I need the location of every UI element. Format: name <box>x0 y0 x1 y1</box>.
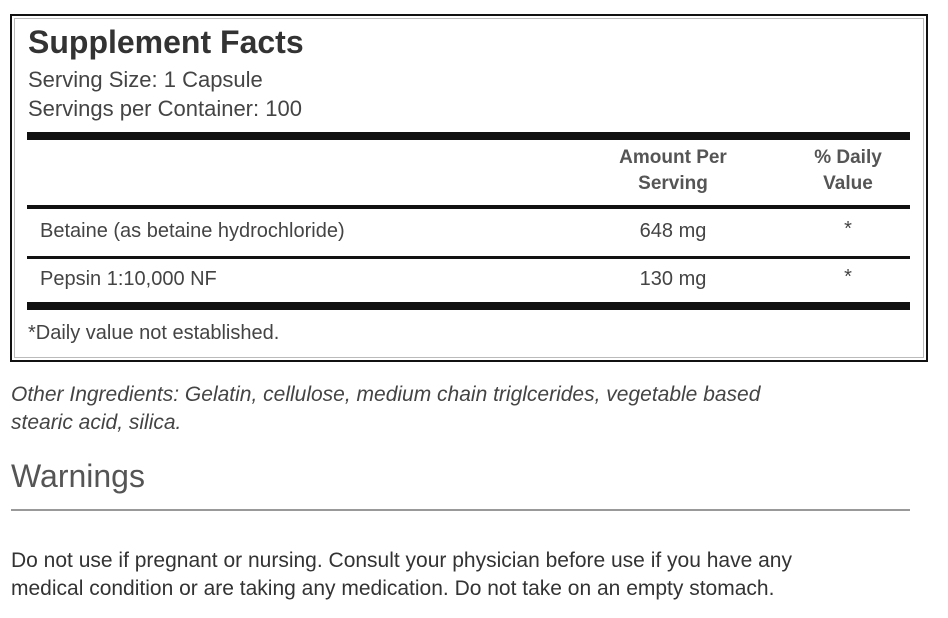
warnings-text-line: Do not use if pregnant or nursing. Consu… <box>11 549 792 572</box>
warnings-text-line: medical condition or are taking any medi… <box>11 577 775 600</box>
daily-value-header: % Daily Value <box>788 145 908 197</box>
supplement-facts-panel <box>10 14 928 362</box>
header-line: % Daily <box>814 147 882 168</box>
divider-medium <box>27 205 910 209</box>
other-ingredients-line: Other Ingredients: Gelatin, cellulose, m… <box>11 383 761 406</box>
servings-per-container: Servings per Container: 100 <box>28 96 302 121</box>
warnings-heading: Warnings <box>11 458 145 494</box>
divider-thick <box>27 132 910 140</box>
footnote: *Daily value not established. <box>28 322 280 344</box>
ingredient-amount: 130 mg <box>639 268 707 290</box>
ingredient-amount: 648 mg <box>639 220 707 242</box>
divider-thick <box>27 302 910 310</box>
warnings-divider <box>11 509 910 511</box>
other-ingredients-line: stearic acid, silica. <box>11 411 182 434</box>
facts-title: Supplement Facts <box>28 24 304 60</box>
header-line: Value <box>823 173 873 194</box>
amount-per-serving-header: Amount Per Serving <box>593 145 753 197</box>
serving-size: Serving Size: 1 Capsule <box>28 67 263 92</box>
ingredient-daily-value: * <box>844 266 852 288</box>
ingredient-name: Betaine (as betaine hydrochloride) <box>40 220 345 242</box>
ingredient-daily-value: * <box>844 218 852 240</box>
header-line: Serving <box>638 173 708 194</box>
divider-thin <box>27 256 910 259</box>
header-line: Amount Per <box>619 147 727 168</box>
ingredient-name: Pepsin 1:10,000 NF <box>40 268 217 290</box>
